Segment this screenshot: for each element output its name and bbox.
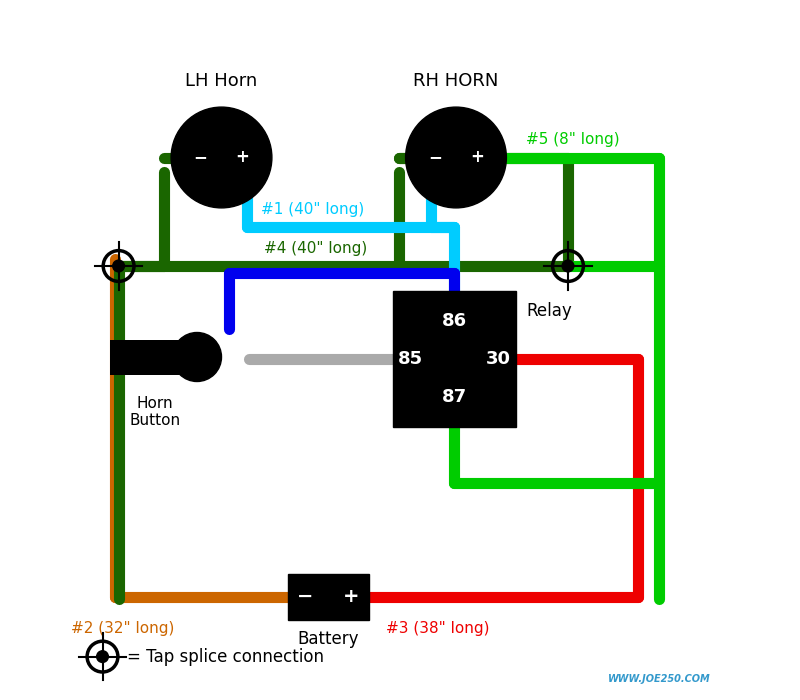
Text: #1 (40" long): #1 (40" long) bbox=[261, 202, 364, 217]
Circle shape bbox=[171, 107, 272, 208]
Circle shape bbox=[97, 651, 108, 662]
Text: −: − bbox=[428, 148, 442, 167]
Text: +: + bbox=[342, 587, 359, 606]
Text: +: + bbox=[470, 148, 484, 167]
Text: LH Horn: LH Horn bbox=[186, 71, 258, 90]
Text: 86: 86 bbox=[442, 312, 467, 330]
Text: 87: 87 bbox=[442, 388, 467, 406]
Text: 85: 85 bbox=[398, 350, 423, 368]
Text: #5 (8" long): #5 (8" long) bbox=[526, 132, 620, 147]
Text: −: − bbox=[298, 587, 314, 606]
Circle shape bbox=[113, 260, 125, 272]
Text: = Tap splice connection: = Tap splice connection bbox=[127, 648, 324, 666]
Text: +: + bbox=[236, 148, 250, 167]
Circle shape bbox=[562, 260, 574, 272]
Text: Battery: Battery bbox=[298, 630, 359, 648]
Circle shape bbox=[173, 332, 222, 382]
Text: Horn
Button: Horn Button bbox=[130, 395, 181, 428]
Text: −: − bbox=[194, 148, 207, 167]
Bar bbox=[288, 574, 369, 620]
Text: RH HORN: RH HORN bbox=[414, 71, 498, 90]
Text: WWW.JOE250.COM: WWW.JOE250.COM bbox=[608, 674, 710, 684]
Bar bbox=[393, 290, 515, 427]
Text: Relay: Relay bbox=[526, 302, 572, 320]
Bar bbox=[110, 340, 197, 374]
Text: #2 (32" long): #2 (32" long) bbox=[71, 622, 174, 636]
Text: #4 (40" long): #4 (40" long) bbox=[263, 241, 366, 256]
Circle shape bbox=[406, 107, 506, 208]
Text: #3 (38" long): #3 (38" long) bbox=[386, 622, 490, 636]
Text: 30: 30 bbox=[486, 350, 510, 368]
